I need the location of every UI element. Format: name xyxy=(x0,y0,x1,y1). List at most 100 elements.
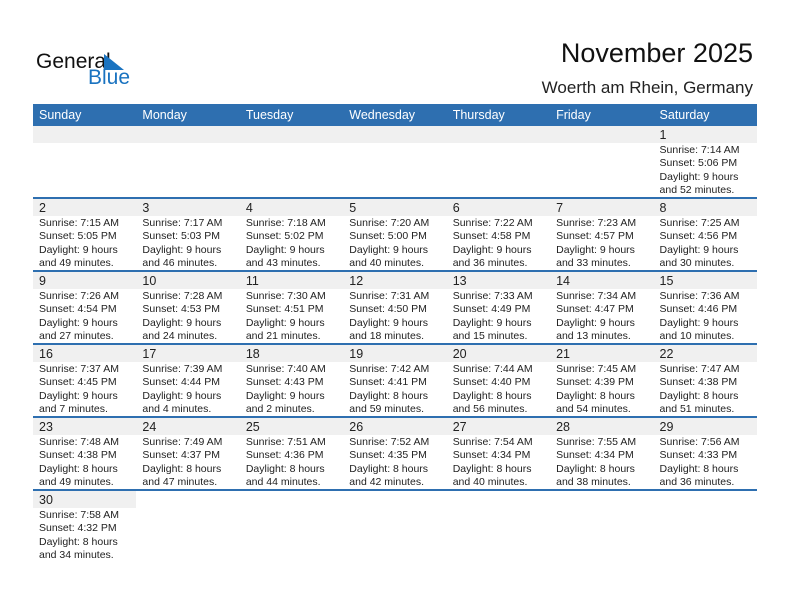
sunrise-text: Sunrise: 7:39 AM xyxy=(142,363,223,375)
sunrise-text: Sunrise: 7:37 AM xyxy=(39,363,119,375)
daylight1-text: Daylight: 9 hours xyxy=(39,243,118,256)
daylight1-text: Daylight: 9 hours xyxy=(349,243,429,256)
daylight1-text: Daylight: 9 hours xyxy=(659,243,739,256)
sunset-text: Sunset: 4:50 PM xyxy=(349,303,427,316)
weekday-friday: Friday xyxy=(556,108,591,122)
sunset-text: Sunset: 5:02 PM xyxy=(245,230,324,243)
sunrise-text: Sunrise: 7:58 AM xyxy=(39,509,119,521)
day-number: 24 xyxy=(136,418,240,435)
day-cell: 21 Sunrise: 7:45 AM Sunset: 4:39 PM Dayligh… xyxy=(550,345,654,416)
week-row: 2 Sunrise: 7:15 AM Sunset: 5:05 PM Daylight… xyxy=(33,199,757,272)
sunrise-text: Sunrise: 7:26 AM xyxy=(39,290,119,302)
daylight2-text: and 7 minutes. xyxy=(39,402,108,415)
empty-cell xyxy=(654,491,757,564)
sunset-text: Sunset: 4:41 PM xyxy=(349,376,427,389)
sunset-text: Sunset: 4:32 PM xyxy=(39,522,117,535)
day-info: Sunrise: 7:14 AM Sunset: 5:06 PM Daylight:… xyxy=(654,143,757,197)
daylight1-text: Daylight: 9 hours xyxy=(39,316,118,329)
day-cell: 23 Sunrise: 7:48 AM Sunset: 4:38 PM Dayligh… xyxy=(33,418,137,489)
daylight2-text: and 54 minutes. xyxy=(556,402,631,415)
sunrise-text: Sunrise: 7:23 AM xyxy=(556,217,637,229)
daylight2-text: and 49 minutes. xyxy=(39,256,114,269)
sunrise-text: Sunrise: 7:17 AM xyxy=(142,217,223,229)
day-info: Sunrise: 7:30 AM Sunset: 4:51 PM Daylight:… xyxy=(240,289,343,343)
day-number: 1 xyxy=(653,126,757,143)
sunrise-text: Sunrise: 7:42 AM xyxy=(349,363,430,375)
week-row: 23 Sunrise: 7:48 AM Sunset: 4:38 PM Dayligh… xyxy=(33,418,757,491)
weekday-saturday: Saturday xyxy=(659,108,710,122)
day-info: Sunrise: 7:56 AM Sunset: 4:33 PM Daylight:… xyxy=(654,435,757,489)
daylight1-text: Daylight: 9 hours xyxy=(142,389,222,402)
sunrise-text: Sunrise: 7:48 AM xyxy=(39,436,119,448)
daylight2-text: and 56 minutes. xyxy=(452,402,528,415)
sunset-text: Sunset: 4:34 PM xyxy=(556,449,634,462)
empty-band xyxy=(446,126,551,143)
sunset-text: Sunset: 4:38 PM xyxy=(39,449,117,462)
daylight2-text: and 40 minutes. xyxy=(349,256,424,269)
day-cell: 28 Sunrise: 7:55 AM Sunset: 4:34 PM Dayligh… xyxy=(550,418,654,489)
daylight1-text: Daylight: 8 hours xyxy=(349,462,429,475)
day-number: 19 xyxy=(343,345,447,362)
daylight1-text: Daylight: 8 hours xyxy=(659,389,739,402)
daylight2-text: and 46 minutes. xyxy=(142,256,218,269)
empty-band xyxy=(33,126,137,143)
daylight2-text: and 21 minutes. xyxy=(245,329,321,342)
sunset-text: Sunset: 4:49 PM xyxy=(452,303,531,316)
day-number: 2 xyxy=(33,199,137,216)
day-cell: 1 Sunrise: 7:14 AM Sunset: 5:06 PM Daylight… xyxy=(653,126,757,197)
sunrise-text: Sunrise: 7:55 AM xyxy=(556,436,637,448)
day-cell: 29 Sunrise: 7:56 AM Sunset: 4:33 PM Dayligh… xyxy=(653,418,757,489)
day-info: Sunrise: 7:39 AM Sunset: 4:44 PM Daylight:… xyxy=(136,362,239,416)
empty-cell xyxy=(136,491,239,564)
sunrise-text: Sunrise: 7:45 AM xyxy=(556,363,637,375)
weekday-tuesday: Tuesday xyxy=(245,108,294,122)
empty-band xyxy=(136,126,240,143)
week-row: 1 Sunrise: 7:14 AM Sunset: 5:06 PM Daylight… xyxy=(33,126,757,199)
day-info: Sunrise: 7:20 AM Sunset: 5:00 PM Daylight:… xyxy=(343,216,446,270)
sunrise-text: Sunrise: 7:52 AM xyxy=(349,436,430,448)
daylight1-text: Daylight: 9 hours xyxy=(245,316,325,329)
daylight2-text: and 27 minutes. xyxy=(39,329,114,342)
sunrise-text: Sunrise: 7:30 AM xyxy=(245,290,326,302)
day-number: 7 xyxy=(550,199,654,216)
day-info: Sunrise: 7:47 AM Sunset: 4:38 PM Daylight:… xyxy=(654,362,757,416)
daylight1-text: Daylight: 9 hours xyxy=(659,170,739,183)
day-cell: 12 Sunrise: 7:31 AM Sunset: 4:50 PM Dayligh… xyxy=(343,272,447,343)
sunrise-text: Sunrise: 7:40 AM xyxy=(245,363,326,375)
day-info: Sunrise: 7:25 AM Sunset: 4:56 PM Daylight:… xyxy=(654,216,757,270)
week-row: 30 Sunrise: 7:58 AM Sunset: 4:32 PM Dayligh… xyxy=(33,491,757,564)
day-info: Sunrise: 7:42 AM Sunset: 4:41 PM Daylight:… xyxy=(343,362,446,416)
day-number: 13 xyxy=(446,272,551,289)
daylight1-text: Daylight: 8 hours xyxy=(39,535,118,548)
weekday-sunday: Sunday xyxy=(39,108,82,122)
day-cell: 30 Sunrise: 7:58 AM Sunset: 4:32 PM Dayligh… xyxy=(33,491,137,564)
day-number: 30 xyxy=(33,491,137,508)
daylight1-text: Daylight: 8 hours xyxy=(452,389,532,402)
day-cell: 13 Sunrise: 7:33 AM Sunset: 4:49 PM Dayligh… xyxy=(446,272,551,343)
weekday-thursday: Thursday xyxy=(452,108,505,122)
sunset-text: Sunset: 4:44 PM xyxy=(142,376,221,389)
empty-cell xyxy=(447,491,550,564)
logo-word-blue: Blue xyxy=(88,66,131,89)
daylight2-text: and 13 minutes. xyxy=(556,329,631,342)
day-info: Sunrise: 7:36 AM Sunset: 4:46 PM Daylight:… xyxy=(654,289,757,343)
sunrise-text: Sunrise: 7:44 AM xyxy=(452,363,533,375)
sunset-text: Sunset: 4:46 PM xyxy=(659,303,738,316)
day-number: 25 xyxy=(239,418,344,435)
daylight2-text: and 10 minutes. xyxy=(659,329,735,342)
calendar-grid: 1 Sunrise: 7:14 AM Sunset: 5:06 PM Daylight… xyxy=(33,126,757,564)
sunrise-text: Sunrise: 7:49 AM xyxy=(142,436,223,448)
empty-cell xyxy=(343,126,447,197)
day-cell: 2 Sunrise: 7:15 AM Sunset: 5:05 PM Daylight… xyxy=(33,199,137,270)
sunset-text: Sunset: 5:03 PM xyxy=(142,230,221,243)
week-row: 16 Sunrise: 7:37 AM Sunset: 4:45 PM Dayligh… xyxy=(33,345,757,418)
day-number: 22 xyxy=(653,345,757,362)
daylight1-text: Daylight: 8 hours xyxy=(39,462,118,475)
daylight2-text: and 24 minutes. xyxy=(142,329,218,342)
daylight2-text: and 52 minutes. xyxy=(659,183,735,196)
day-cell: 11 Sunrise: 7:30 AM Sunset: 4:51 PM Dayligh… xyxy=(239,272,344,343)
day-number: 27 xyxy=(446,418,551,435)
day-number: 16 xyxy=(33,345,137,362)
day-info: Sunrise: 7:37 AM Sunset: 4:45 PM Daylight:… xyxy=(33,362,136,416)
day-number: 26 xyxy=(343,418,447,435)
